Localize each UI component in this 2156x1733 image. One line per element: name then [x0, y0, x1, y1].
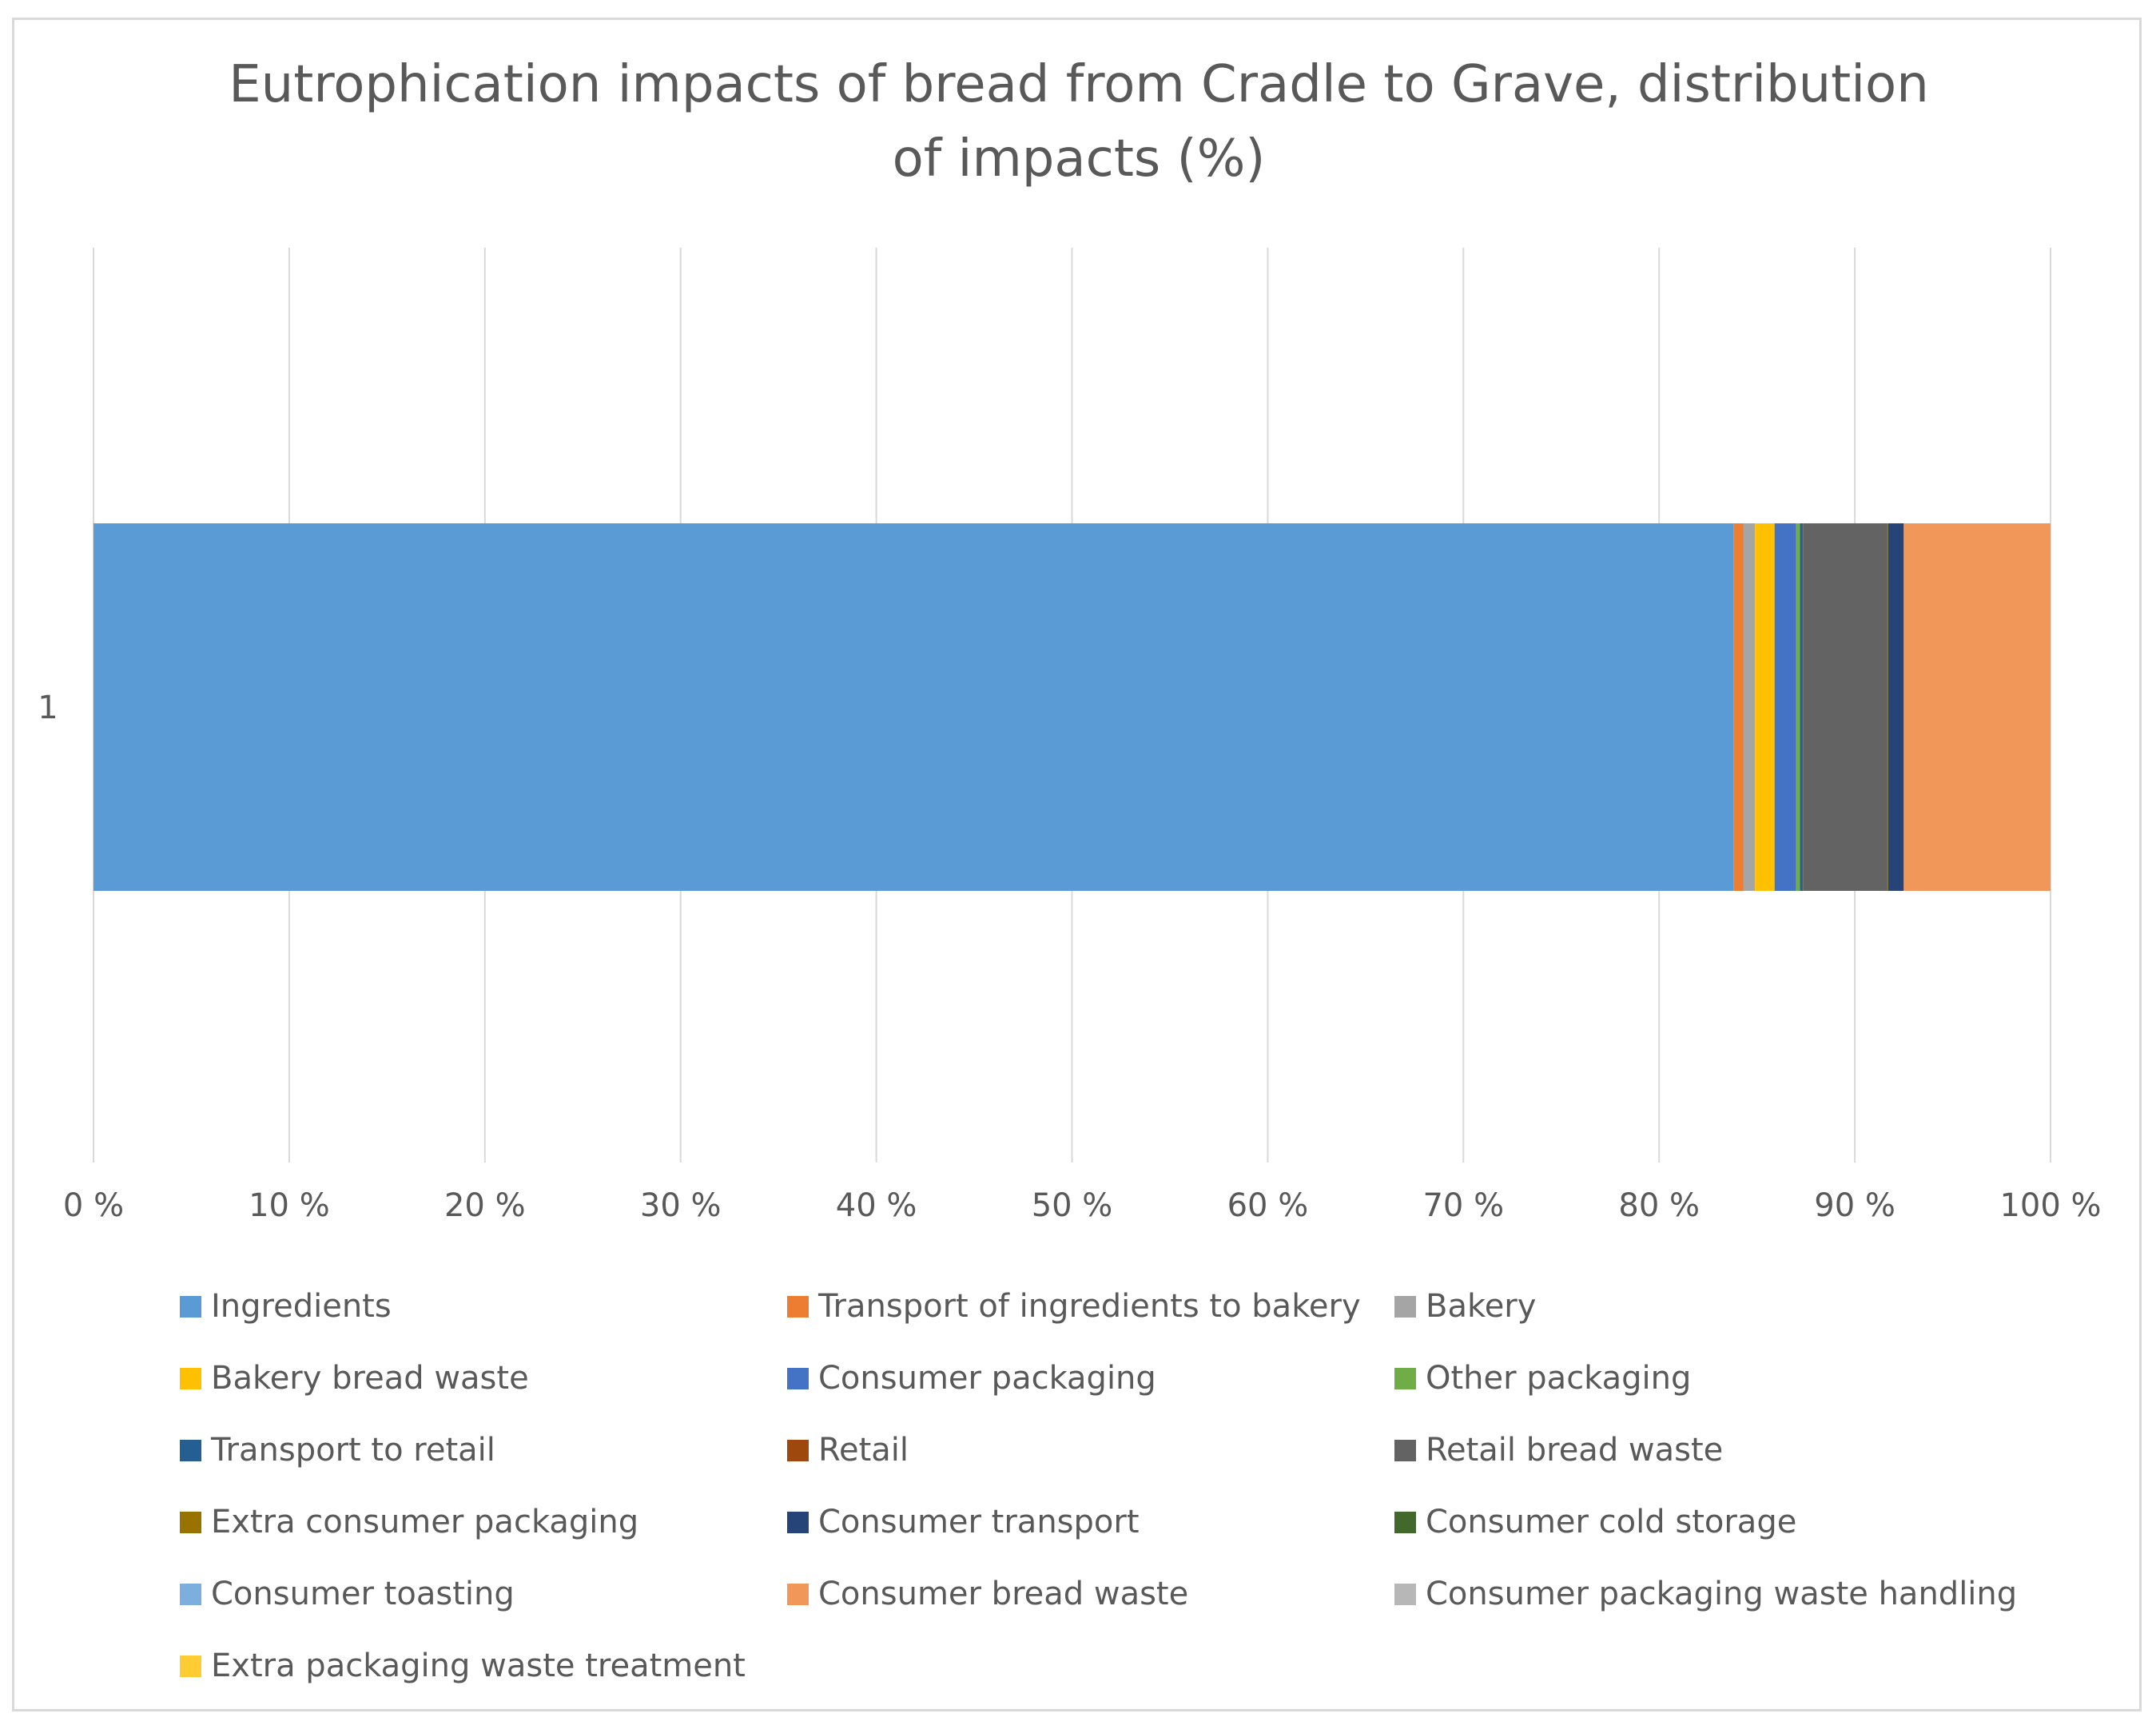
bar-segment-retail-bread-waste	[1803, 523, 1887, 891]
bar-segment-transport-of-ingredients-to-bakery	[1733, 523, 1744, 891]
legend-label: Consumer packaging	[818, 1360, 1156, 1397]
legend-label: Consumer bread waste	[818, 1576, 1189, 1612]
legend-swatch	[1394, 1439, 1416, 1461]
legend-item: Bakery bread waste	[180, 1342, 787, 1414]
legend-item: Ingredients	[180, 1270, 787, 1342]
legend-item: Consumer toasting	[180, 1558, 787, 1630]
x-tick-label: 80 %	[1618, 1187, 1700, 1224]
legend-label: Bakery	[1426, 1288, 1537, 1325]
legend-swatch	[180, 1367, 201, 1389]
legend-label: Consumer packaging waste handling	[1426, 1576, 2018, 1612]
legend-item: Consumer bread waste	[787, 1558, 1394, 1630]
legend-swatch	[1394, 1511, 1416, 1533]
bar-segment-consumer-transport	[1887, 523, 1904, 891]
legend-swatch	[787, 1367, 809, 1389]
x-tick-label: 30 %	[640, 1187, 722, 1224]
legend-swatch	[787, 1511, 809, 1533]
legend-label: Bakery bread waste	[211, 1360, 529, 1397]
legend-item: Retail bread waste	[1394, 1414, 2002, 1486]
legend-swatch	[180, 1439, 201, 1461]
legend-label: Consumer toasting	[211, 1576, 515, 1612]
stacked-bar	[93, 523, 2051, 891]
x-tick-label: 20 %	[444, 1187, 526, 1224]
legend-swatch	[787, 1295, 809, 1318]
x-tick-label: 50 %	[1032, 1187, 1113, 1224]
legend-label: Ingredients	[211, 1288, 392, 1325]
legend-item: Extra consumer packaging	[180, 1486, 787, 1558]
legend-item: Extra packaging waste treatment	[180, 1630, 787, 1702]
chart-title: Eutrophication impacts of bread from Cra…	[229, 55, 1929, 189]
legend-swatch	[1394, 1583, 1416, 1605]
legend: Ingredients Transport of ingredients to b…	[180, 1270, 2034, 1702]
x-tick-label: 40 %	[836, 1187, 917, 1224]
bar-segment-other-packaging	[1796, 523, 1800, 891]
x-tick-label: 100 %	[1999, 1187, 2101, 1224]
bar-segment-bakery-bread-waste	[1755, 523, 1775, 891]
legend-label: Consumer transport	[818, 1504, 1140, 1540]
bar-segment-ingredients	[93, 523, 1734, 891]
x-tick-label: 60 %	[1227, 1187, 1309, 1224]
bar-segment-retail	[1801, 523, 1804, 891]
y-axis-categories: 1	[38, 690, 58, 726]
y-category-label: 1	[38, 690, 58, 726]
legend-swatch	[180, 1295, 201, 1318]
legend-label: Extra consumer packaging	[211, 1504, 639, 1540]
legend-swatch	[787, 1439, 809, 1461]
bar-segment-extra-consumer-packaging	[1887, 523, 1888, 891]
legend-item: Consumer packaging	[787, 1342, 1394, 1414]
legend-swatch	[180, 1511, 201, 1533]
plot-area: 0 % 10 % 20 % 30 % 40 % 50 % 60 % 70 % 80 % 90 % 1…	[38, 248, 2102, 1224]
legend-label: Transport to retail	[211, 1432, 495, 1469]
x-axis-ticks: 0 % 10 % 20 % 30 % 40 % 50 % 60 % 70 % 80 % 90 % 1…	[63, 1187, 2102, 1224]
legend-swatch	[1394, 1295, 1416, 1318]
legend-label: Transport of ingredients to bakery	[818, 1288, 1361, 1325]
bar-segment-bakery	[1743, 523, 1756, 891]
legend-item: Transport to retail	[180, 1414, 787, 1486]
legend-item: Consumer cold storage	[1394, 1486, 2002, 1558]
legend-swatch	[787, 1583, 809, 1605]
legend-label: Retail	[818, 1432, 909, 1469]
x-tick-label: 90 %	[1814, 1187, 1895, 1224]
legend-item: Retail	[787, 1414, 1394, 1486]
bar-segment-consumer-packaging	[1774, 523, 1796, 891]
legend-swatch	[180, 1583, 201, 1605]
legend-swatch	[180, 1655, 201, 1677]
legend-item: Bakery	[1394, 1270, 2002, 1342]
bar-segment-transport-to-retail	[1800, 523, 1802, 891]
legend-label: Retail bread waste	[1426, 1432, 1724, 1469]
legend-label: Other packaging	[1426, 1360, 1692, 1397]
legend-item: Transport of ingredients to bakery	[787, 1270, 1394, 1342]
legend-label: Consumer cold storage	[1426, 1504, 1797, 1540]
legend-item: Consumer packaging waste handling	[1394, 1558, 2017, 1630]
legend-item: Other packaging	[1394, 1342, 2002, 1414]
x-tick-label: 70 %	[1422, 1187, 1504, 1224]
bar-segment-consumer-bread-waste	[1903, 523, 2051, 891]
legend-item: Consumer transport	[787, 1486, 1394, 1558]
x-tick-label: 0 %	[63, 1187, 124, 1224]
legend-label: Extra packaging waste treatment	[211, 1648, 746, 1684]
x-tick-label: 10 %	[249, 1187, 330, 1224]
legend-swatch	[1394, 1367, 1416, 1389]
